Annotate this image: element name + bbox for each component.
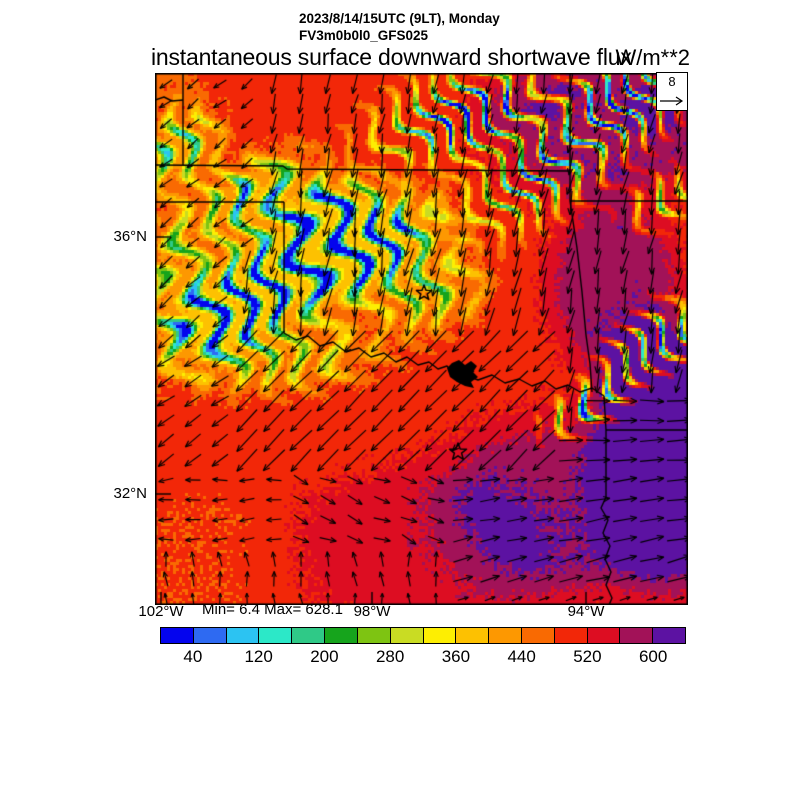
colorbar-tick-label: 520 <box>573 647 602 666</box>
colorbar-segment <box>325 628 358 643</box>
reference-vector-label: 8 <box>668 74 676 89</box>
main-title: instantaneous surface downward shortwave… <box>151 44 632 70</box>
colorbar-segment <box>161 628 194 643</box>
colorbar-segment <box>259 628 293 643</box>
colorbar-segment <box>521 628 555 643</box>
colorbar <box>160 627 686 644</box>
flux-map-canvas <box>155 73 688 605</box>
colorbar-segment <box>423 628 457 643</box>
colorbar-tick-label: 360 <box>441 647 471 666</box>
colorbar-segment <box>292 628 326 643</box>
colorbar-segment <box>489 628 522 643</box>
colorbar-segment <box>653 628 685 643</box>
colorbar-segment <box>193 628 227 643</box>
colorbar-tick-label: 440 <box>507 647 536 666</box>
colorbar-tick-label: 40 <box>183 647 203 666</box>
lat-tick-label: 36°N <box>113 228 147 245</box>
lat-tick-label: 32°N <box>113 485 147 502</box>
lon-tick-label: 102°W <box>138 603 184 620</box>
colorbar-tick-label: 600 <box>638 647 668 666</box>
reference-vector-box: 8 <box>656 72 688 111</box>
colorbar-segment <box>390 628 424 643</box>
colorbar-segment <box>620 628 654 643</box>
lon-tick-label: 98°W <box>353 603 391 620</box>
colorbar-tick-label: 200 <box>310 647 339 666</box>
colorbar-tick-label: 120 <box>244 647 273 666</box>
lon-tick-label: 94°W <box>567 603 605 620</box>
colorbar-segment <box>357 628 391 643</box>
colorbar-tick-label: 280 <box>375 647 405 666</box>
date-title: 2023/8/14/15UTC (9LT), Monday <box>299 11 500 26</box>
reference-vector-arrow <box>660 96 684 106</box>
colorbar-segment <box>456 628 490 643</box>
units-label: W/m**2 <box>615 45 690 70</box>
model-run-title: FV3m0b0l0_GFS025 <box>299 28 429 43</box>
colorbar-segment <box>587 628 621 643</box>
colorbar-segment <box>554 628 588 643</box>
minmax-label: Min= 6.4 Max= 628.1 <box>202 601 343 618</box>
colorbar-segment <box>226 628 260 643</box>
